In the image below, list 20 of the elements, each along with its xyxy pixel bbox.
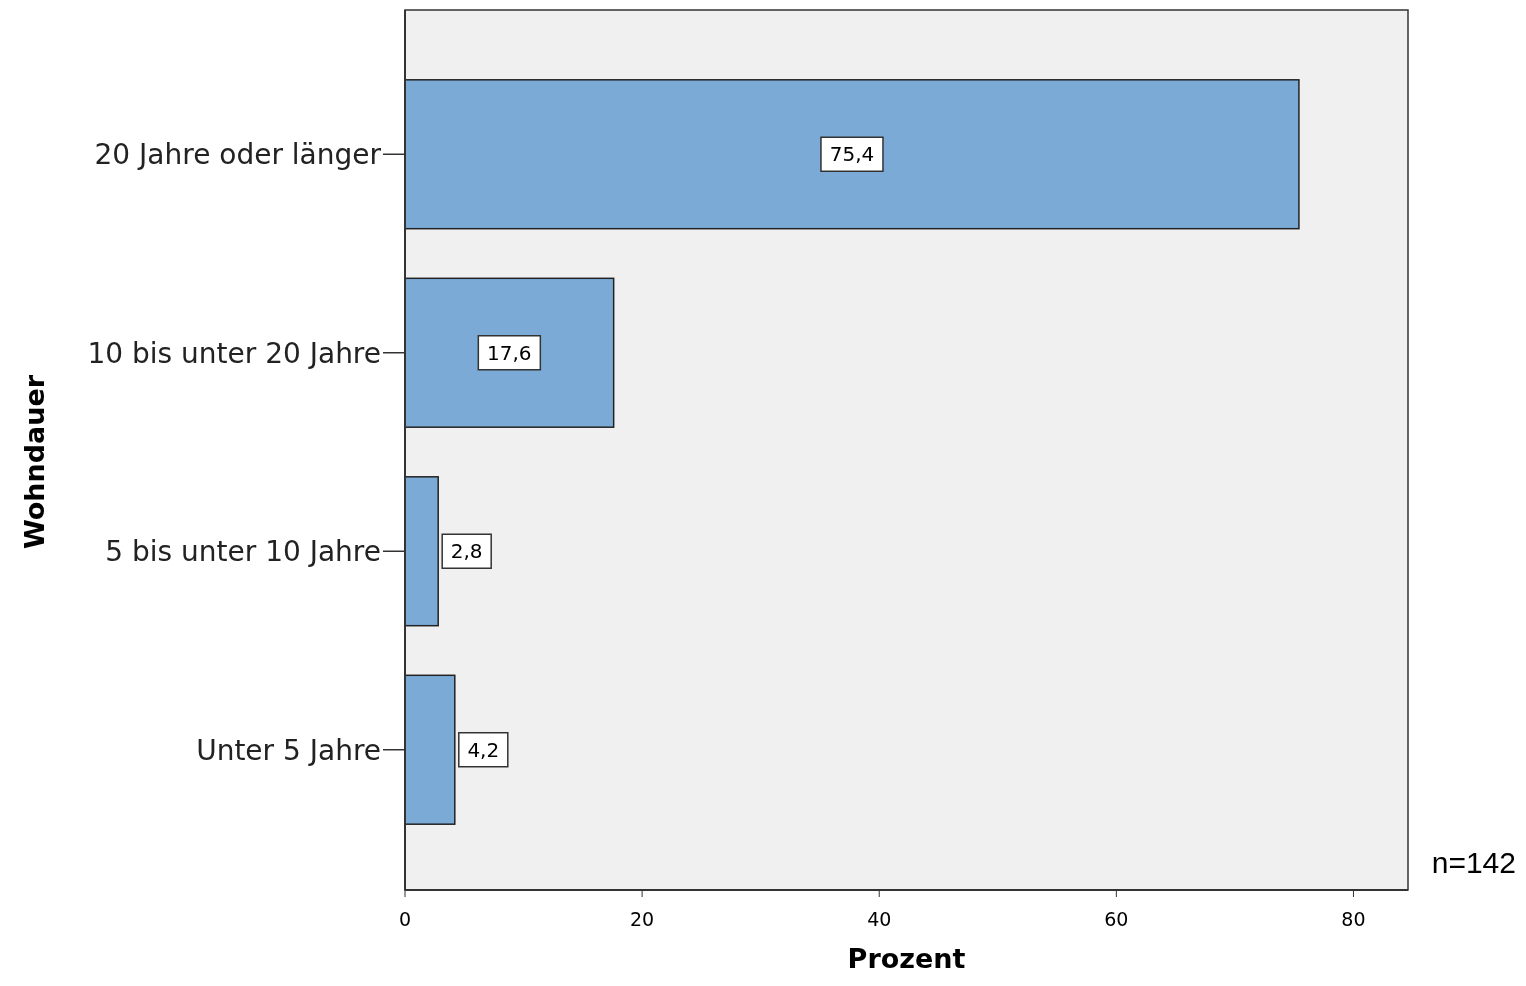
bar <box>404 277 615 428</box>
x-axis-title: Prozent <box>847 943 966 974</box>
data-label: 2,8 <box>450 539 483 564</box>
y-tick-label: 5 bis unter 10 Jahre <box>105 535 381 569</box>
y-axis-title: Wohndauer <box>19 374 50 550</box>
x-tick-label: 40 <box>867 908 892 930</box>
data-label: 4,2 <box>467 737 500 762</box>
bar <box>404 674 456 825</box>
x-tick-label: 80 <box>1341 908 1366 930</box>
x-tick-label: 0 <box>398 908 412 930</box>
x-tick-label: 60 <box>1104 908 1129 930</box>
y-tick-label: 20 Jahre oder länger <box>94 138 382 172</box>
y-tick-label: 10 bis unter 20 Jahre <box>87 336 381 370</box>
y-tick-label: Unter 5 Jahre <box>196 733 381 767</box>
x-tick-label: 20 <box>630 908 655 930</box>
bar <box>404 476 439 627</box>
data-label: 17,6 <box>487 340 532 365</box>
data-label: 75,4 <box>829 142 875 167</box>
text: n=142 <box>1431 846 1516 879</box>
bar <box>404 79 1300 230</box>
